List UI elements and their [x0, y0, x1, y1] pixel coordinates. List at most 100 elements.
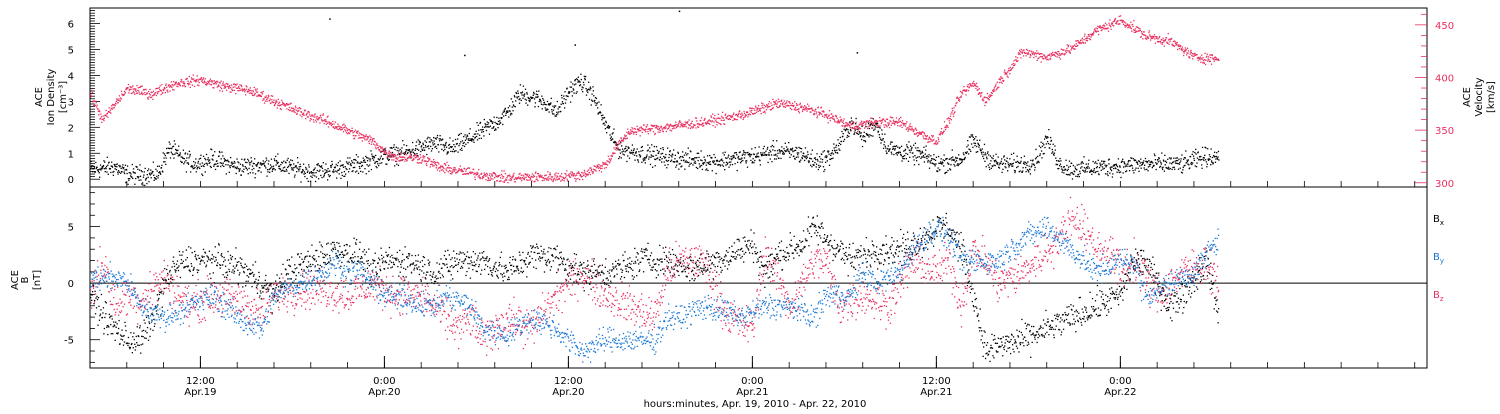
data-point: [967, 86, 968, 87]
data-point: [224, 88, 225, 89]
data-point: [496, 176, 497, 177]
data-point: [908, 127, 909, 128]
data-point: [1052, 149, 1053, 150]
data-point: [1178, 169, 1179, 170]
data-point: [255, 173, 256, 174]
data-point: [837, 118, 838, 119]
data-point: [338, 129, 339, 130]
data-point: [971, 134, 972, 135]
data-point: [145, 94, 146, 95]
data-point: [440, 138, 441, 139]
data-point: [427, 137, 428, 138]
data-point: [724, 154, 725, 155]
data-point: [620, 152, 621, 153]
data-point: [998, 156, 999, 157]
data-point: [338, 162, 339, 163]
data-point: [909, 129, 910, 130]
data-point: [234, 161, 235, 162]
data-point: [1036, 50, 1037, 51]
data-point: [998, 164, 999, 165]
y-tick-label-right: 400: [1435, 73, 1454, 84]
data-point: [933, 139, 934, 140]
data-point: [910, 152, 911, 153]
data-point: [923, 155, 924, 156]
data-point: [987, 93, 988, 94]
data-point: [807, 154, 808, 155]
data-point: [90, 168, 91, 169]
data-point: [715, 120, 716, 121]
data-point: [867, 135, 868, 136]
data-point: [598, 168, 599, 169]
data-point: [117, 172, 118, 173]
data-point: [253, 91, 254, 92]
data-point: [184, 84, 185, 85]
data-point: [704, 118, 705, 119]
data-point: [1014, 63, 1015, 64]
data-point: [140, 179, 141, 180]
data-point: [724, 124, 725, 125]
data-point: [421, 160, 422, 161]
data-point: [284, 171, 285, 172]
data-point: [458, 145, 459, 146]
data-point: [104, 118, 105, 119]
data-point: [949, 158, 950, 159]
data-point: [918, 164, 919, 165]
data-point: [779, 106, 780, 107]
data-point: [642, 132, 643, 133]
data-point: [685, 126, 686, 127]
data-point: [919, 151, 920, 152]
data-point: [857, 133, 858, 134]
data-point: [958, 165, 959, 166]
data-point: [714, 115, 715, 116]
data-point: [652, 167, 653, 168]
data-point: [1116, 164, 1117, 165]
data-point: [864, 121, 865, 122]
data-point: [681, 123, 682, 124]
data-point: [646, 126, 647, 127]
data-point: [1141, 168, 1142, 169]
data-point: [1113, 165, 1114, 166]
data-point: [611, 158, 612, 159]
data-point: [902, 120, 903, 121]
data-point: [1173, 158, 1174, 159]
data-point: [390, 155, 391, 156]
data-point: [422, 150, 423, 151]
data-point: [924, 157, 925, 158]
data-point: [209, 162, 210, 163]
data-point: [1005, 163, 1006, 164]
data-point: [181, 162, 182, 163]
data-point: [639, 129, 640, 130]
data-point: [513, 175, 514, 176]
data-point: [897, 125, 898, 126]
data-point: [1022, 53, 1023, 54]
data-point: [658, 152, 659, 153]
data-point: [900, 154, 901, 155]
data-point: [828, 151, 829, 152]
data-point: [1089, 167, 1090, 168]
data-point: [243, 171, 244, 172]
data-point: [179, 83, 180, 84]
data-point: [141, 93, 142, 94]
data-point: [754, 110, 755, 111]
data-point: [687, 123, 688, 124]
data-point: [643, 129, 644, 130]
data-point: [368, 136, 369, 137]
data-point: [634, 155, 635, 156]
data-point: [116, 169, 117, 170]
data-point: [202, 162, 203, 163]
data-point: [854, 131, 855, 132]
data-point: [677, 161, 678, 162]
data-point: [286, 170, 287, 171]
data-point: [995, 83, 996, 84]
data-point: [516, 93, 517, 94]
data-point: [925, 135, 926, 136]
data-point: [156, 176, 157, 177]
data-point: [670, 150, 671, 151]
data-point: [576, 174, 577, 175]
data-point: [1125, 166, 1126, 167]
data-point: [936, 140, 937, 141]
data-point: [746, 115, 747, 116]
data-point: [428, 148, 429, 149]
data-point: [974, 143, 975, 144]
data-point: [1023, 49, 1024, 50]
